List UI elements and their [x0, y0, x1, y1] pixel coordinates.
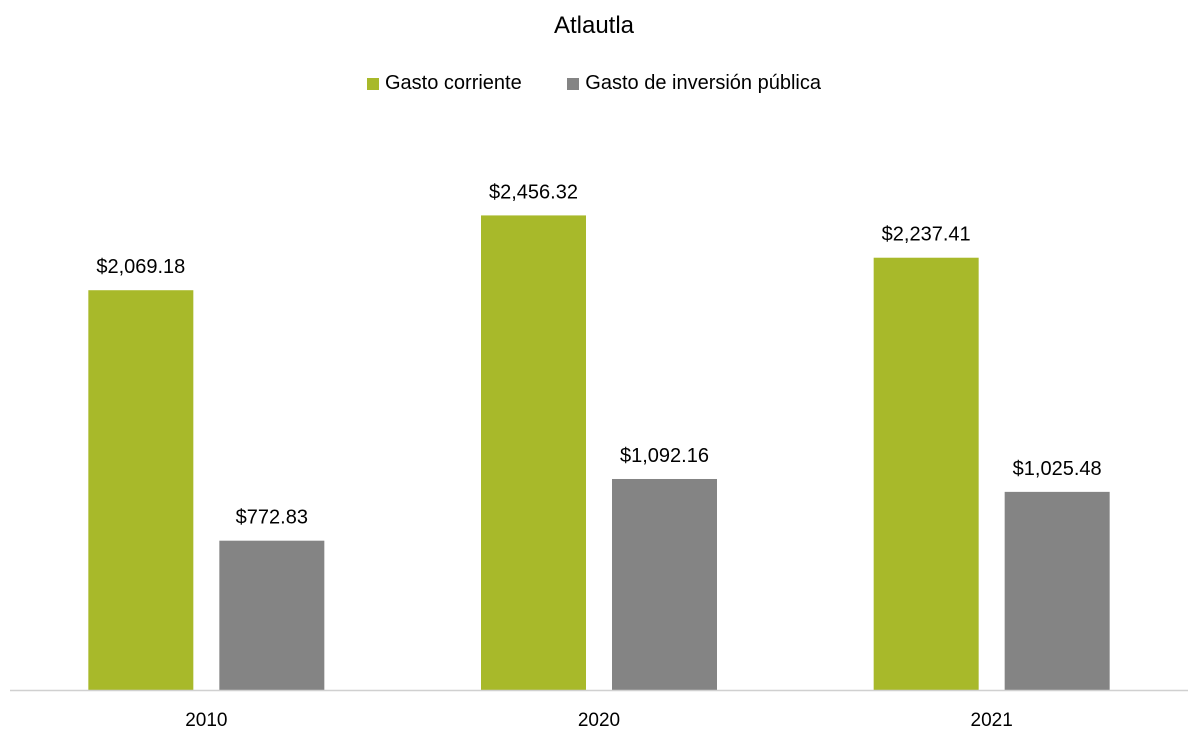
legend-label: Gasto corriente [385, 72, 522, 94]
bar [612, 478, 717, 690]
data-label: $1,025.48 [1013, 458, 1102, 480]
legend-label: Gasto de inversión pública [585, 72, 821, 94]
chart-title: Atlautla [553, 12, 635, 39]
bar [88, 290, 194, 690]
legend-swatch-gasto-inversion [567, 77, 580, 90]
data-label: $772.83 [236, 507, 308, 529]
legend-swatch-gasto-corriente [367, 77, 379, 90]
legend: Gasto corriente Gasto de inversión públi… [0, 72, 1188, 96]
legend-item-gasto-inversion: Gasto de inversión pública [567, 72, 821, 95]
data-label: $1,092.16 [620, 445, 709, 467]
bar [219, 540, 325, 690]
x-tick-label: 2021 [971, 710, 1013, 731]
x-tick-label: 2010 [185, 710, 227, 731]
data-label: $2,456.32 [489, 181, 578, 203]
legend-item-gasto-corriente: Gasto corriente [367, 72, 522, 95]
bar [481, 215, 586, 690]
bar [1004, 491, 1110, 690]
x-tick-label: 2020 [578, 710, 620, 731]
data-label: $2,069.18 [96, 256, 185, 278]
data-label: $2,237.41 [882, 224, 971, 246]
bar [873, 257, 979, 690]
